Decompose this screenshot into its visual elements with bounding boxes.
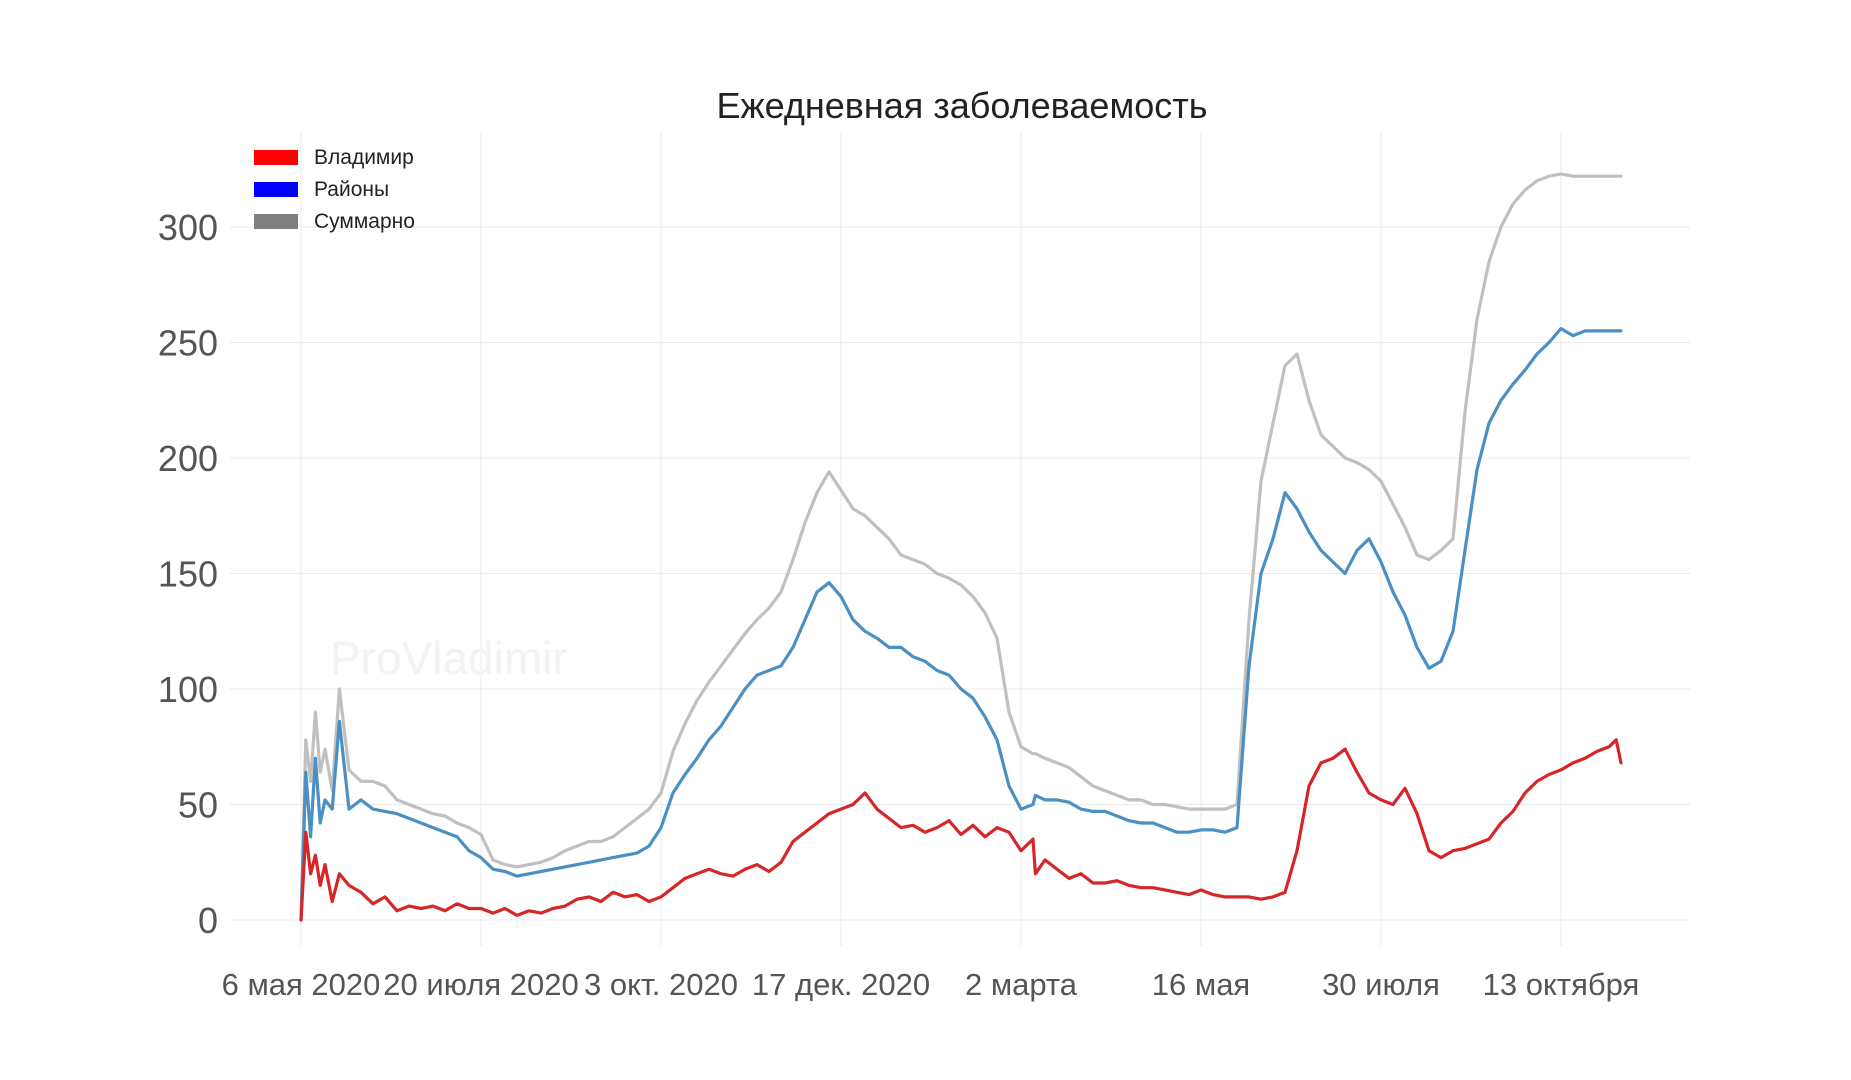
legend-swatch	[254, 150, 298, 165]
y-tick-label: 150	[158, 554, 218, 595]
x-tick-label: 2 марта	[965, 967, 1078, 1002]
x-tick-label: 16 мая	[1152, 967, 1250, 1002]
series-lines	[299, 172, 1623, 922]
series-line-1	[299, 327, 1623, 922]
series-line-0	[299, 738, 1623, 922]
chart-title: Ежедневная заболеваемость	[717, 85, 1208, 126]
series-line-2	[299, 172, 1623, 922]
legend-swatch	[254, 214, 298, 229]
y-tick-label: 300	[158, 207, 218, 248]
y-tick-label: 0	[198, 900, 218, 941]
y-tick-label: 250	[158, 323, 218, 364]
x-tick-label: 20 июля 2020	[383, 967, 578, 1002]
legend-label: Суммарно	[314, 210, 415, 233]
x-tick-label: 3 окт. 2020	[584, 967, 738, 1002]
y-tick-label: 200	[158, 438, 218, 479]
y-tick-label: 50	[178, 785, 218, 826]
watermark-text: ProVladimir	[330, 632, 568, 684]
legend: Владимир Районы Суммарно	[254, 146, 415, 233]
grid-lines	[230, 132, 1690, 946]
x-tick-label: 13 октября	[1483, 967, 1640, 1002]
y-tick-label: 100	[158, 669, 218, 710]
legend-label: Районы	[314, 178, 389, 201]
legend-swatch	[254, 182, 298, 197]
legend-label: Владимир	[314, 146, 414, 169]
x-tick-label: 6 мая 2020	[222, 967, 381, 1002]
x-tick-label: 17 дек. 2020	[752, 967, 930, 1002]
x-axis-ticks: 6 мая 2020 20 июля 2020 3 окт. 2020 17 дек.…	[222, 967, 1640, 1002]
x-tick-label: 30 июля	[1322, 967, 1440, 1002]
y-axis-ticks: 0 50 100 150 200 250 300	[158, 207, 218, 941]
